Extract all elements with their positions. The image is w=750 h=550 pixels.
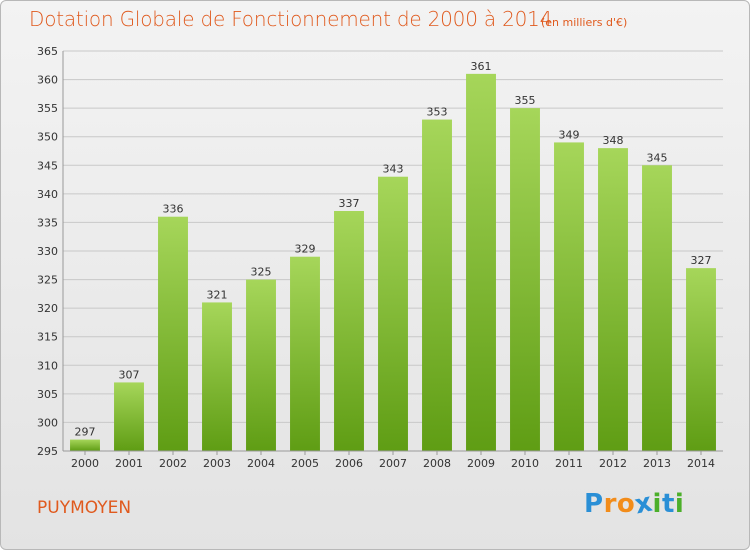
- bar: [114, 382, 144, 451]
- bar-value-label: 361: [471, 60, 492, 73]
- bar: [554, 142, 584, 451]
- logo-letter: t: [661, 489, 675, 519]
- x-tick-label: 2010: [511, 457, 539, 470]
- logo-letter: i: [674, 489, 685, 519]
- y-tick-label: 300: [37, 416, 58, 429]
- x-tick-label: 2004: [247, 457, 275, 470]
- bar-value-label: 307: [119, 368, 140, 381]
- y-tick-label: 335: [37, 216, 58, 229]
- logo-letter: r: [603, 489, 617, 519]
- x-tick-label: 2006: [335, 457, 363, 470]
- y-tick-label: 365: [37, 45, 58, 58]
- x-tick-label: 2000: [71, 457, 99, 470]
- bar-value-label: 345: [647, 151, 668, 164]
- bar-value-label: 325: [251, 266, 272, 279]
- y-tick-label: 325: [37, 274, 58, 287]
- x-tick-label: 2009: [467, 457, 495, 470]
- bar-value-label: 343: [383, 163, 404, 176]
- bar-value-label: 336: [163, 203, 184, 216]
- x-tick-label: 2011: [555, 457, 583, 470]
- bar-value-label: 321: [207, 288, 228, 301]
- bar-value-label: 355: [515, 94, 536, 107]
- y-tick-label: 320: [37, 302, 58, 315]
- bar: [70, 439, 100, 451]
- y-tick-label: 305: [37, 388, 58, 401]
- bar: [202, 302, 232, 451]
- y-tick-label: 330: [37, 245, 58, 258]
- y-tick-label: 295: [37, 445, 58, 458]
- x-tick-label: 2005: [291, 457, 319, 470]
- bar-value-label: 349: [559, 128, 580, 141]
- bar: [598, 148, 628, 451]
- x-tick-label: 2013: [643, 457, 671, 470]
- x-tick-label: 2001: [115, 457, 143, 470]
- commune-name: PUYMOYEN: [37, 498, 132, 518]
- x-tick-label: 2014: [687, 457, 715, 470]
- logo-letter: o: [616, 489, 636, 519]
- bar: [378, 176, 408, 451]
- bar: [158, 216, 188, 451]
- bar-value-label: 297: [75, 426, 96, 439]
- logo-letter: P: [584, 489, 604, 519]
- x-tick-label: 2002: [159, 457, 187, 470]
- x-tick-label: 2007: [379, 457, 407, 470]
- y-tick-label: 360: [37, 74, 58, 87]
- y-tick-label: 345: [37, 159, 58, 172]
- bar: [290, 256, 320, 451]
- y-tick-label: 340: [37, 188, 58, 201]
- chart-subtitle: (en milliers d'€): [541, 16, 628, 29]
- x-tick-label: 2012: [599, 457, 627, 470]
- bar: [246, 279, 276, 451]
- chart-title: Dotation Globale de Fonctionnement de 20…: [29, 7, 553, 31]
- bar: [642, 165, 672, 452]
- x-tick-label: 2003: [203, 457, 231, 470]
- bar-value-label: 348: [603, 134, 624, 147]
- y-tick-label: 310: [37, 359, 58, 372]
- logo-letter: i: [652, 489, 662, 519]
- y-tick-label: 355: [37, 102, 58, 115]
- bar: [466, 73, 496, 451]
- y-tick-label: 350: [37, 131, 58, 144]
- bar-value-label: 337: [339, 197, 360, 210]
- bar-value-label: 327: [691, 254, 712, 267]
- y-tick-label: 315: [37, 331, 58, 344]
- proxiti-logo: Proxiti: [584, 488, 685, 521]
- bar: [510, 108, 540, 452]
- bar: [334, 211, 364, 451]
- bar: [422, 119, 452, 452]
- bar-value-label: 353: [427, 106, 448, 119]
- bar-value-label: 329: [295, 243, 316, 256]
- bar: [686, 268, 716, 451]
- x-tick-label: 2008: [423, 457, 451, 470]
